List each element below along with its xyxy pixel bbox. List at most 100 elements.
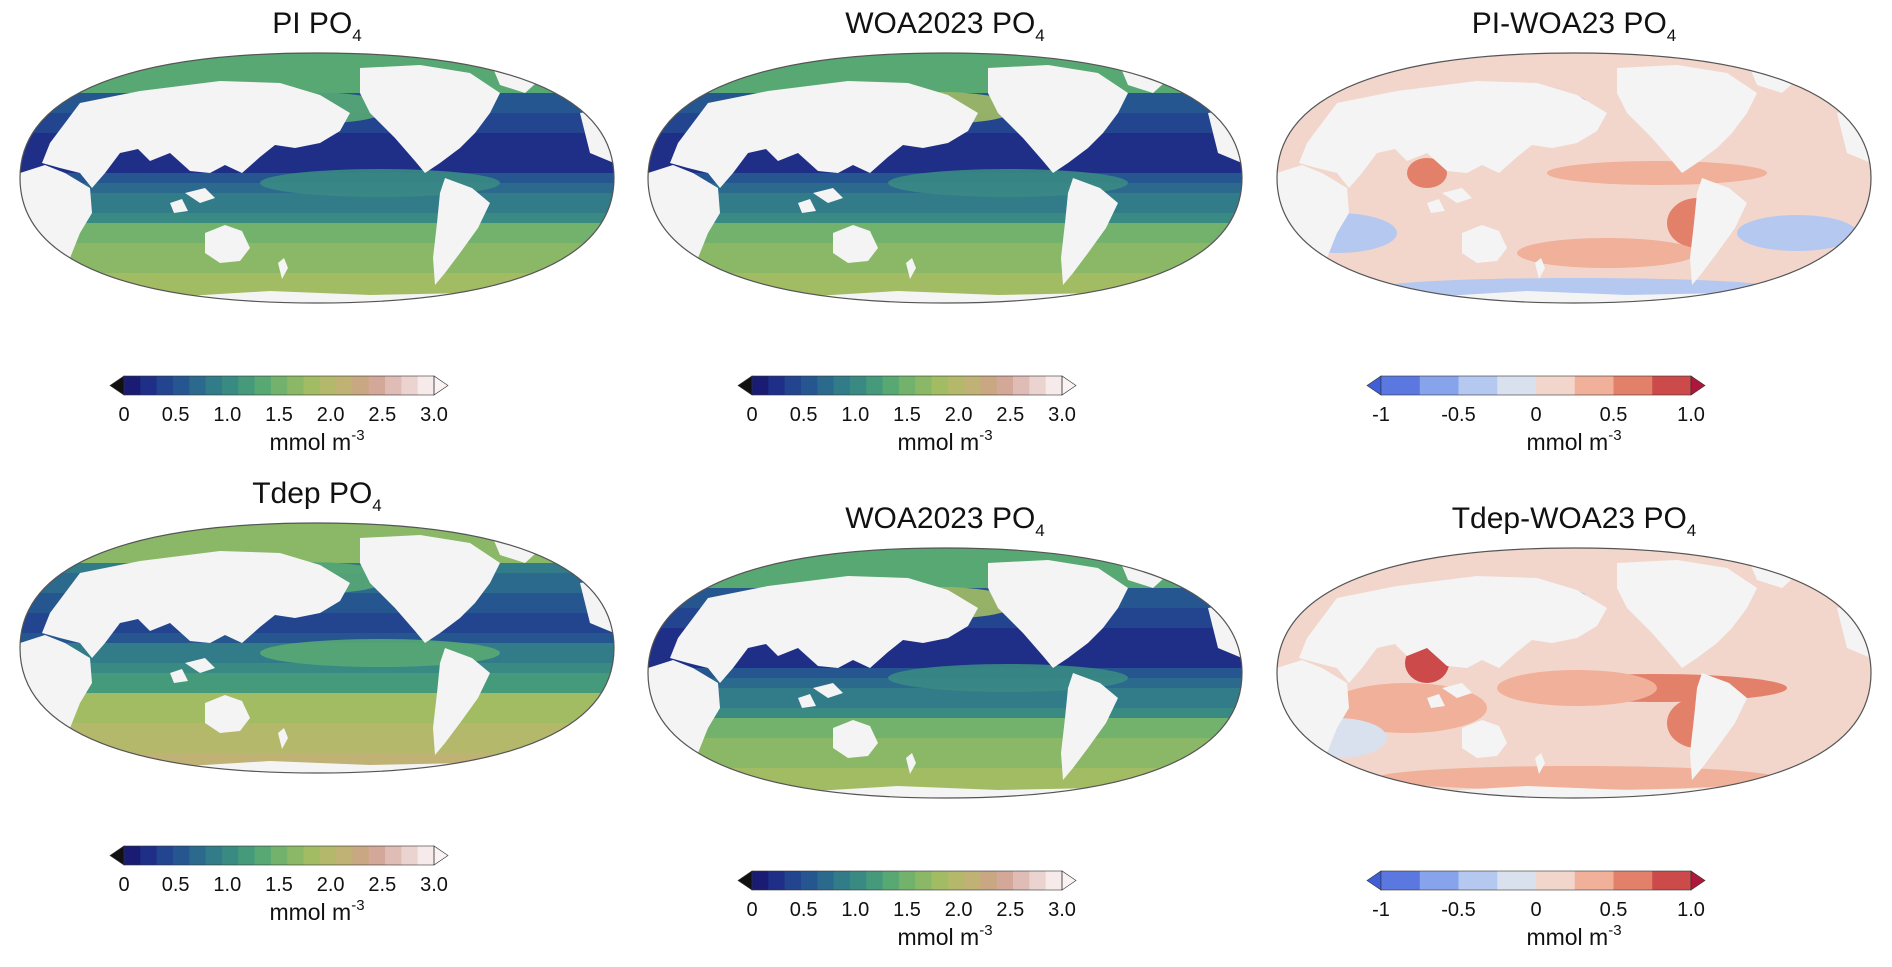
field-band xyxy=(648,273,1242,284)
field-band xyxy=(648,163,1242,174)
field-band xyxy=(20,253,614,264)
colorbar-segment xyxy=(1497,376,1537,395)
colorbar-segment xyxy=(947,871,965,890)
colorbar-unit: mmol m-3 xyxy=(269,427,364,455)
colorbar-segment xyxy=(1029,871,1047,890)
colorbar: 0 0.5 1.0 1.5 2.0 2.5 3.0 xyxy=(737,375,1077,426)
colorbar-tick-label: 1.0 xyxy=(213,404,241,426)
panel-title: Tdep-WOA23 PO4 xyxy=(1452,502,1697,540)
field-band xyxy=(20,73,614,84)
colorbar-segment xyxy=(980,376,998,395)
field-band xyxy=(20,733,614,744)
field-band xyxy=(20,713,614,724)
colorbar-segment xyxy=(1381,376,1421,395)
field-band xyxy=(20,633,614,644)
field-band xyxy=(20,623,614,634)
colorbar: 0 0.5 1.0 1.5 2.0 2.5 3.0 xyxy=(109,375,449,426)
colorbar-segment xyxy=(996,871,1014,890)
colorbar-segment xyxy=(866,871,884,890)
land-mask xyxy=(433,178,490,285)
field-band xyxy=(648,638,1242,649)
panel-title: WOA2023 PO4 xyxy=(845,7,1045,45)
field-band xyxy=(648,768,1242,779)
field-band xyxy=(20,553,614,564)
land-mask xyxy=(1442,188,1472,203)
colorbar-tick-label: 0.5 xyxy=(1600,404,1628,426)
colorbar-segment xyxy=(352,376,370,395)
field-band xyxy=(20,673,614,684)
colorbar-tick-label: 3.0 xyxy=(1048,404,1076,426)
colorbar-over-arrow xyxy=(1690,870,1706,891)
map-panel-tdep: Tdep PO4 0 0.5 1.0 1.5 2.0 2.5 3.0 mmol m-3 xyxy=(19,477,615,925)
colorbar-segment xyxy=(1652,871,1692,890)
map-outline xyxy=(647,547,1243,799)
colorbar-frame xyxy=(123,375,435,396)
field-band xyxy=(648,73,1242,84)
colorbar-tick-label: 1.0 xyxy=(213,874,241,896)
anomaly-patch xyxy=(1517,238,1697,268)
colorbar-under-arrow xyxy=(737,375,753,396)
land-mask xyxy=(813,683,843,698)
colorbar-over-arrow xyxy=(1690,375,1706,396)
colorbar-segment xyxy=(866,376,884,395)
field-band xyxy=(20,213,614,224)
land-mask xyxy=(260,118,272,141)
map-panel-pi-minus-woa23: PI-WOA23 PO4 -1 -0.5 0 0.5 1.0 mmol m-3 xyxy=(1276,7,1872,455)
map-panel-woa2023-top: WOA2023 PO4 0 0.5 1.0 1.5 2.0 2.5 3.0 mmol m-3 xyxy=(647,7,1243,455)
land-mask xyxy=(833,720,878,758)
field-band xyxy=(20,263,614,274)
colorbar-segment xyxy=(238,846,256,865)
panel-title: PI PO4 xyxy=(272,7,362,45)
land-mask xyxy=(1535,753,1545,774)
map-body xyxy=(1276,547,1872,799)
map-outline xyxy=(19,522,615,774)
colorbar-over-arrow xyxy=(433,375,449,396)
colorbar-segment xyxy=(752,376,769,395)
colorbar-segment xyxy=(817,871,835,890)
colorbar-tick-label: 1.0 xyxy=(1677,404,1705,426)
colorbar-over-arrow xyxy=(433,845,449,866)
colorbar-segment xyxy=(140,846,158,865)
colorbar-segment xyxy=(352,846,370,865)
colorbar-segment xyxy=(336,846,353,865)
colorbar-frame xyxy=(123,845,435,866)
colorbar-tick-label: 0.5 xyxy=(162,404,190,426)
colorbar-frame xyxy=(1380,870,1692,891)
colorbar-tick-label: 0 xyxy=(746,899,757,921)
colorbar-segment xyxy=(238,376,256,395)
land-mask xyxy=(988,65,1128,173)
land-mask xyxy=(1462,720,1507,758)
map-body xyxy=(647,547,1243,799)
land-mask xyxy=(1617,65,1757,173)
field-band xyxy=(648,658,1242,669)
colorbar-tick-label: 1.5 xyxy=(265,874,293,896)
colorbar-segment xyxy=(1013,871,1030,890)
colorbar-unit: mmol m-3 xyxy=(897,922,992,950)
colorbar-segment xyxy=(931,376,949,395)
colorbar-segment xyxy=(898,376,916,395)
map-outline xyxy=(1276,52,1872,304)
colorbar-segment xyxy=(800,871,818,890)
colorbar-segment xyxy=(1419,376,1459,395)
colorbar-under-arrow xyxy=(109,375,125,396)
colorbar-segment xyxy=(221,846,239,865)
colorbar-segment xyxy=(319,376,337,395)
field-band xyxy=(20,723,614,734)
land-mask xyxy=(42,551,350,658)
ocean-field xyxy=(1277,53,1871,303)
colorbar-segment xyxy=(1574,871,1614,890)
colorbar-segment xyxy=(1029,376,1047,395)
ocean-field xyxy=(20,523,614,773)
land-mask xyxy=(1535,258,1545,279)
land-mask xyxy=(205,225,250,263)
panel-title: WOA2023 PO4 xyxy=(845,502,1045,540)
land-mask xyxy=(1517,118,1529,141)
land-mask xyxy=(798,199,816,213)
field-band xyxy=(648,558,1242,569)
colorbar-tick-label: 2.0 xyxy=(945,899,973,921)
colorbar-segment xyxy=(1381,871,1421,890)
colorbar-tick-label: 0.5 xyxy=(790,404,818,426)
colorbar-segment xyxy=(1045,871,1063,890)
field-band xyxy=(20,193,614,204)
equatorial-upwelling xyxy=(260,169,500,197)
